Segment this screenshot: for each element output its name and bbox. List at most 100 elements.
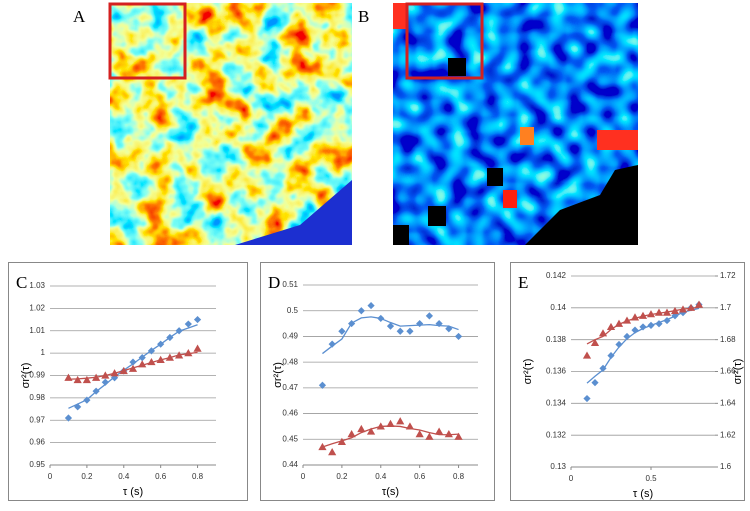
data-point bbox=[435, 427, 444, 435]
y-tick-label: 1 bbox=[41, 348, 46, 357]
y-tick-label: 0.98 bbox=[29, 393, 45, 402]
data-point bbox=[376, 422, 385, 430]
panel-label: D bbox=[268, 273, 280, 292]
data-point bbox=[590, 338, 600, 346]
y-tick-label: 0.49 bbox=[282, 332, 298, 341]
y-tick-label: 0.136 bbox=[546, 367, 567, 376]
data-point bbox=[184, 349, 193, 357]
data-point bbox=[73, 375, 82, 384]
heatmap-a bbox=[108, 2, 352, 245]
data-point bbox=[338, 327, 346, 335]
data-point bbox=[662, 308, 672, 316]
y-tick-label: 1.03 bbox=[29, 281, 45, 290]
data-point bbox=[435, 319, 443, 328]
y-tick-label: 0.51 bbox=[282, 280, 298, 289]
y-axis-label: σr²(τ) bbox=[522, 359, 534, 385]
data-point bbox=[444, 430, 453, 438]
data-point bbox=[138, 354, 146, 362]
data-point bbox=[83, 396, 91, 404]
data-point bbox=[686, 303, 696, 311]
data-point bbox=[631, 326, 639, 334]
x-tick-label: 0.2 bbox=[81, 472, 93, 481]
data-point bbox=[92, 373, 101, 381]
data-point bbox=[415, 430, 424, 438]
data-point bbox=[445, 325, 453, 333]
y-tick-label: 0.47 bbox=[282, 383, 298, 392]
panel-label: E bbox=[518, 273, 528, 292]
data-point bbox=[582, 351, 592, 359]
data-point bbox=[101, 371, 110, 379]
y-axis-label: σr²(τ) bbox=[272, 362, 284, 388]
y2-tick-label: 1.68 bbox=[720, 335, 736, 344]
data-point bbox=[318, 442, 327, 451]
data-point bbox=[328, 340, 336, 348]
data-point bbox=[607, 351, 615, 360]
data-point bbox=[157, 340, 165, 348]
data-point bbox=[347, 430, 356, 438]
y2-tick-label: 1.7 bbox=[720, 303, 732, 312]
data-point bbox=[348, 319, 356, 328]
data-point bbox=[386, 322, 395, 330]
data-point bbox=[694, 300, 704, 308]
trend-line bbox=[586, 307, 700, 384]
y-tick-label: 0.138 bbox=[546, 335, 567, 344]
data-point bbox=[670, 306, 680, 315]
x-tick-label: 0 bbox=[569, 474, 574, 483]
data-point bbox=[119, 366, 128, 375]
data-point bbox=[184, 320, 192, 328]
y-tick-label: 0.45 bbox=[282, 434, 298, 443]
data-point bbox=[101, 378, 109, 386]
data-point bbox=[147, 347, 156, 355]
y2-tick-label: 1.62 bbox=[720, 430, 736, 439]
y2-axis-label: σr²(τ) bbox=[732, 359, 744, 385]
data-point bbox=[156, 355, 165, 363]
data-point bbox=[328, 448, 337, 456]
data-point bbox=[647, 321, 655, 329]
y2-tick-label: 1.72 bbox=[720, 271, 736, 280]
data-point bbox=[129, 358, 137, 366]
data-point bbox=[64, 414, 73, 422]
x-axis-label: τ (s) bbox=[123, 486, 143, 498]
y-tick-label: 0.46 bbox=[282, 409, 298, 418]
y-tick-label: 0.48 bbox=[282, 357, 298, 366]
data-point bbox=[337, 437, 346, 445]
data-point bbox=[367, 301, 375, 310]
y-tick-label: 1.01 bbox=[29, 326, 45, 335]
x-tick-label: 0.6 bbox=[155, 472, 167, 481]
y2-tick-label: 1.6 bbox=[720, 462, 732, 471]
data-point bbox=[425, 312, 433, 320]
panel-label: A bbox=[73, 7, 86, 26]
data-point bbox=[591, 379, 599, 387]
data-point bbox=[406, 327, 414, 335]
data-point bbox=[614, 319, 624, 327]
data-point bbox=[357, 307, 365, 315]
data-point bbox=[405, 422, 415, 430]
data-point bbox=[110, 369, 119, 377]
x-tick-label: 0.5 bbox=[645, 474, 657, 483]
data-point bbox=[646, 310, 656, 318]
data-point bbox=[655, 320, 663, 328]
data-point bbox=[74, 403, 82, 411]
data-point bbox=[654, 308, 664, 316]
data-point bbox=[454, 432, 463, 440]
data-point bbox=[175, 327, 183, 335]
data-point bbox=[615, 340, 623, 349]
y-tick-label: 0.96 bbox=[29, 438, 45, 447]
data-point bbox=[639, 323, 647, 331]
panel-frame bbox=[8, 262, 248, 501]
data-point bbox=[318, 381, 327, 389]
data-point bbox=[147, 357, 156, 366]
data-point bbox=[638, 311, 648, 319]
data-point bbox=[396, 417, 405, 425]
data-point bbox=[366, 427, 376, 435]
x-tick-label: 0.4 bbox=[375, 472, 387, 481]
y-tick-label: 0.142 bbox=[546, 271, 567, 280]
data-point bbox=[377, 314, 385, 323]
y-axis-label: σr²(τ) bbox=[20, 363, 32, 389]
y2-tick-label: 1.64 bbox=[720, 398, 736, 407]
y-tick-label: 0.14 bbox=[550, 303, 566, 312]
data-point bbox=[623, 332, 631, 341]
data-point bbox=[663, 316, 671, 325]
panel-frame bbox=[510, 262, 745, 501]
